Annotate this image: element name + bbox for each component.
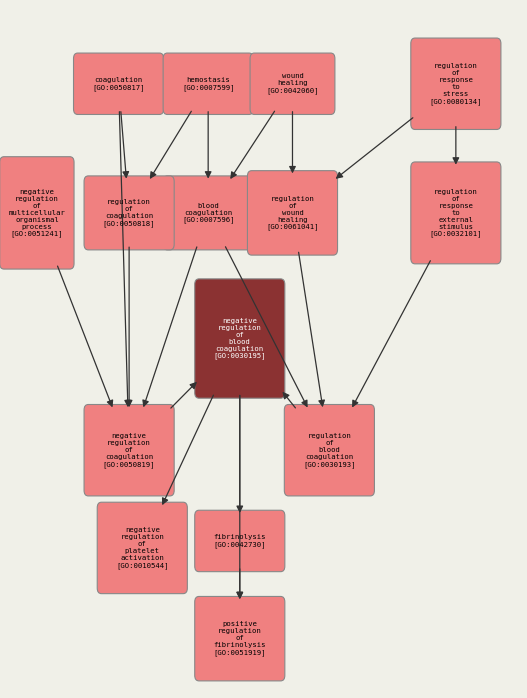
Text: regulation
of
response
to
stress
[GO:0080134]: regulation of response to stress [GO:008… — [430, 63, 482, 105]
Text: fibrinolysis
[GO:0042730]: fibrinolysis [GO:0042730] — [213, 534, 266, 548]
FancyBboxPatch shape — [248, 171, 338, 255]
FancyBboxPatch shape — [163, 53, 253, 114]
Text: negative
regulation
of
platelet
activation
[GO:0010544]: negative regulation of platelet activati… — [116, 527, 169, 569]
FancyBboxPatch shape — [84, 405, 174, 496]
FancyBboxPatch shape — [250, 53, 335, 114]
FancyBboxPatch shape — [411, 162, 501, 264]
Text: negative
regulation
of
coagulation
[GO:0050819]: negative regulation of coagulation [GO:0… — [103, 433, 155, 468]
Text: regulation
of
blood
coagulation
[GO:0030193]: regulation of blood coagulation [GO:0030… — [303, 433, 356, 468]
FancyBboxPatch shape — [84, 176, 174, 250]
Text: coagulation
[GO:0050817]: coagulation [GO:0050817] — [92, 77, 145, 91]
Text: hemostasis
[GO:0007599]: hemostasis [GO:0007599] — [182, 77, 235, 91]
Text: regulation
of
wound
healing
[GO:0061041]: regulation of wound healing [GO:0061041] — [266, 195, 319, 230]
Text: negative
regulation
of
blood
coagulation
[GO:0030195]: negative regulation of blood coagulation… — [213, 318, 266, 359]
FancyBboxPatch shape — [74, 53, 163, 114]
Text: regulation
of
response
to
external
stimulus
[GO:0032101]: regulation of response to external stimu… — [430, 188, 482, 237]
FancyBboxPatch shape — [195, 596, 285, 681]
FancyBboxPatch shape — [285, 405, 374, 496]
FancyBboxPatch shape — [163, 176, 253, 250]
FancyBboxPatch shape — [411, 38, 501, 130]
FancyBboxPatch shape — [97, 503, 188, 593]
FancyBboxPatch shape — [195, 279, 285, 398]
Text: blood
coagulation
[GO:0007596]: blood coagulation [GO:0007596] — [182, 202, 235, 223]
Text: positive
regulation
of
fibrinolysis
[GO:0051919]: positive regulation of fibrinolysis [GO:… — [213, 621, 266, 656]
Text: wound
healing
[GO:0042060]: wound healing [GO:0042060] — [266, 73, 319, 94]
Text: negative
regulation
of
multicellular
organismal
process
[GO:0051241]: negative regulation of multicellular org… — [8, 188, 65, 237]
FancyBboxPatch shape — [0, 157, 74, 269]
Text: regulation
of
coagulation
[GO:0050818]: regulation of coagulation [GO:0050818] — [103, 199, 155, 227]
FancyBboxPatch shape — [195, 510, 285, 572]
